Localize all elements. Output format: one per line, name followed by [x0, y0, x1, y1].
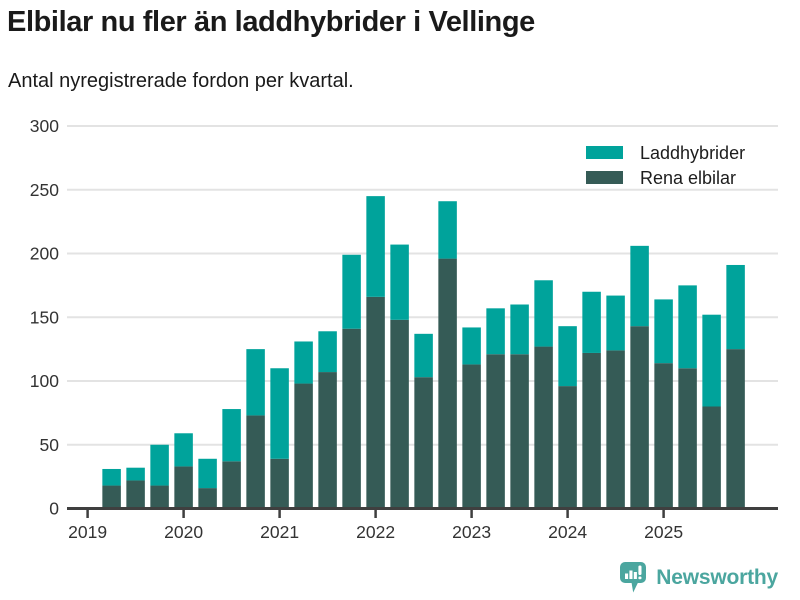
bar-segment-rena-elbilar-2020-Q1 [174, 466, 193, 509]
bar-segment-laddhybrider-2022-Q1 [366, 196, 385, 297]
newsworthy-logo-icon [620, 562, 647, 593]
bar-segment-laddhybrider-2019-Q4 [150, 444, 169, 486]
bar-segment-laddhybrider-2020-Q3 [222, 409, 241, 462]
x-tick-label-2019: 2019 [68, 522, 107, 542]
x-tick-label-2025: 2025 [644, 522, 683, 542]
bar-segment-rena-elbilar-2025-Q4 [726, 349, 745, 509]
x-tick-label-2022: 2022 [356, 522, 395, 542]
bar-segment-laddhybrider-2025-Q4 [726, 264, 745, 350]
bar-segment-rena-elbilar-2021-Q1 [270, 458, 289, 509]
logo-exclamation-dot [638, 576, 642, 580]
bar-segment-rena-elbilar-2025-Q1 [654, 363, 673, 509]
speech-bubble-shape [620, 562, 647, 593]
bar-segment-rena-elbilar-2023-Q1 [462, 364, 481, 509]
bar-segment-laddhybrider-2019-Q3 [126, 467, 145, 481]
y-tick-label-200: 200 [30, 244, 59, 264]
bar-segment-laddhybrider-2025-Q2 [678, 285, 697, 369]
bar-segment-laddhybrider-2019-Q2 [102, 468, 121, 486]
bar-segment-laddhybrider-2023-Q1 [462, 327, 481, 365]
bar-segment-laddhybrider-2021-Q2 [294, 341, 313, 384]
bar-segment-rena-elbilar-2021-Q3 [318, 372, 337, 509]
bar-segment-rena-elbilar-2019-Q3 [126, 480, 145, 509]
y-tick-label-0: 0 [49, 499, 59, 519]
x-tick-label-2024: 2024 [548, 522, 587, 542]
legend-label-rena-elbilar: Rena elbilar [640, 168, 736, 188]
bar-segment-rena-elbilar-2020-Q4 [246, 415, 265, 509]
legend-swatch-rena-elbilar [586, 171, 623, 184]
brand-name: Newsworthy [656, 565, 778, 589]
bar-segment-rena-elbilar-2020-Q2 [198, 488, 217, 509]
bar-segment-laddhybrider-2020-Q2 [198, 458, 217, 489]
y-tick-label-100: 100 [30, 371, 59, 391]
bar-segment-laddhybrider-2021-Q3 [318, 331, 337, 373]
bar-segment-rena-elbilar-2021-Q4 [342, 328, 361, 509]
bar-segment-laddhybrider-2025-Q1 [654, 299, 673, 364]
logo-exclamation-stem [638, 565, 642, 575]
bar-segment-laddhybrider-2024-Q1 [558, 326, 577, 387]
x-tick-label-2020: 2020 [164, 522, 203, 542]
bar-segment-laddhybrider-2020-Q4 [246, 349, 265, 416]
logo-bar-2 [629, 570, 633, 579]
legend-swatch-laddhybrider [586, 146, 623, 159]
legend-label-laddhybrider: Laddhybrider [640, 143, 745, 163]
bar-segment-rena-elbilar-2019-Q2 [102, 485, 121, 509]
bar-segment-laddhybrider-2022-Q3 [414, 333, 433, 378]
bar-segment-laddhybrider-2024-Q2 [582, 291, 601, 353]
bar-segment-rena-elbilar-2023-Q3 [510, 354, 529, 509]
y-tick-label-50: 50 [40, 435, 60, 455]
bar-segment-rena-elbilar-2023-Q4 [534, 346, 553, 509]
x-tick-label-2021: 2021 [260, 522, 299, 542]
bar-segment-laddhybrider-2025-Q3 [702, 314, 721, 407]
y-tick-label-150: 150 [30, 307, 59, 327]
y-tick-label-250: 250 [30, 180, 59, 200]
bar-segment-laddhybrider-2022-Q4 [438, 201, 457, 259]
chart-subtitle: Antal nyregistrerade fordon per kvartal. [8, 70, 354, 92]
bar-segment-rena-elbilar-2020-Q3 [222, 461, 241, 509]
y-tick-label-300: 300 [30, 116, 59, 136]
bar-segment-laddhybrider-2020-Q1 [174, 433, 193, 467]
x-tick-label-2023: 2023 [452, 522, 491, 542]
bar-segment-laddhybrider-2024-Q4 [630, 245, 649, 327]
bar-segment-rena-elbilar-2019-Q4 [150, 485, 169, 509]
bar-segment-rena-elbilar-2024-Q4 [630, 326, 649, 509]
bar-segment-laddhybrider-2022-Q2 [390, 244, 409, 320]
bar-segment-rena-elbilar-2025-Q3 [702, 406, 721, 509]
bar-segment-laddhybrider-2023-Q4 [534, 280, 553, 347]
bar-segment-rena-elbilar-2021-Q2 [294, 383, 313, 509]
bar-segment-rena-elbilar-2023-Q2 [486, 354, 505, 509]
bar-segment-laddhybrider-2021-Q1 [270, 368, 289, 459]
bar-segment-rena-elbilar-2025-Q2 [678, 368, 697, 509]
bar-segment-laddhybrider-2021-Q4 [342, 254, 361, 329]
chart-svg: 2019 2020 2021 2022 2023 2024 2025 0 50 100 150 200… [30, 116, 778, 542]
bar-segment-rena-elbilar-2024-Q2 [582, 352, 601, 509]
bar-segment-rena-elbilar-2022-Q2 [390, 319, 409, 509]
logo-bar-1 [625, 573, 629, 579]
bar-segment-laddhybrider-2024-Q3 [606, 295, 625, 351]
bar-segment-rena-elbilar-2022-Q3 [414, 377, 433, 509]
bar-segment-rena-elbilar-2024-Q1 [558, 386, 577, 509]
bar-segment-rena-elbilar-2022-Q1 [366, 296, 385, 509]
bar-segment-rena-elbilar-2024-Q3 [606, 350, 625, 509]
chart-title: Elbilar nu fler än laddhybrider i Vellin… [7, 6, 535, 38]
bar-segment-laddhybrider-2023-Q2 [486, 308, 505, 355]
bar-segment-rena-elbilar-2022-Q4 [438, 258, 457, 509]
bar-segment-laddhybrider-2023-Q3 [510, 304, 529, 355]
logo-bar-3 [634, 572, 638, 579]
brand-footer: Newsworthy [619, 561, 778, 594]
